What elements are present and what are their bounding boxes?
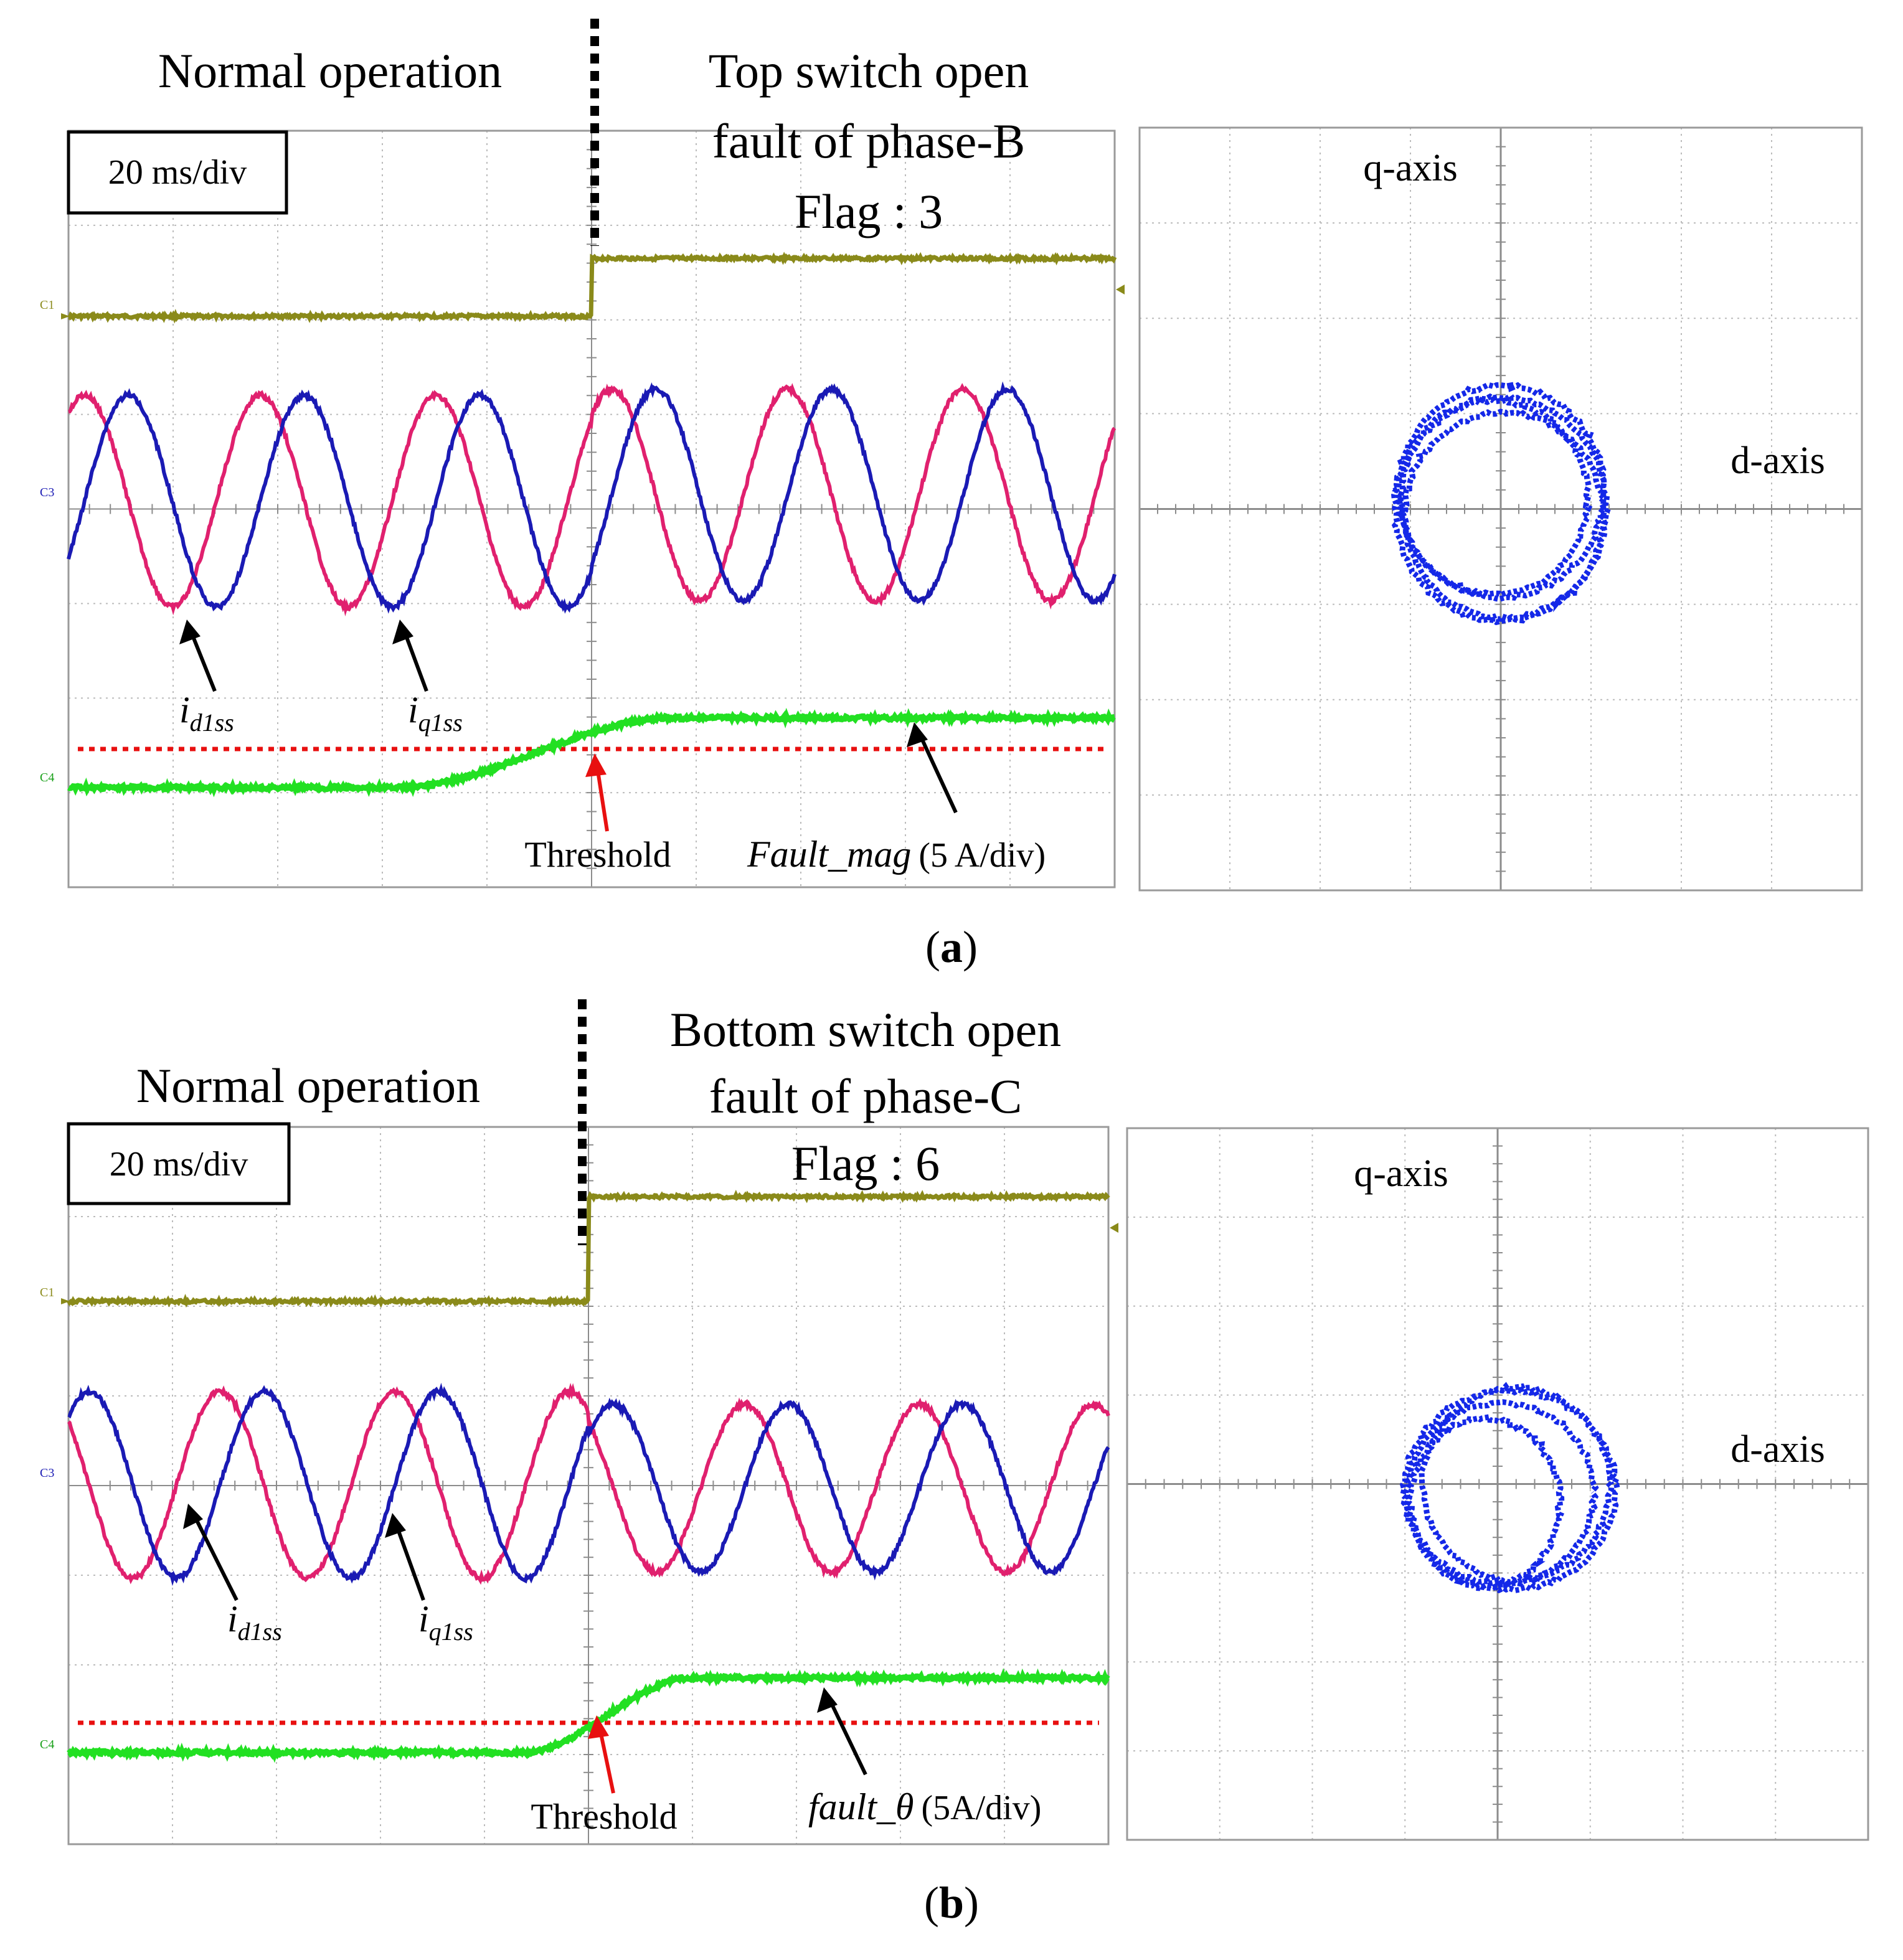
- panel-a: Normal operation Top switch open fault o…: [40, 19, 1863, 972]
- arrow-iq1ss: [392, 620, 428, 692]
- caption-b: (b): [924, 1878, 979, 1928]
- trace-iq1ss: [67, 381, 1117, 614]
- arrow-id1ss: [179, 620, 217, 692]
- xy-plot-b: [1126, 1127, 1869, 1841]
- panel-b: Normal operation Bottom switch open faul…: [40, 999, 1869, 1928]
- time-scale-label: 20 ms/div: [110, 1145, 248, 1184]
- c1-ground-marker: [61, 313, 70, 319]
- channel-label-c3: C3: [40, 1466, 54, 1480]
- fault-title-line-2: fault of phase-C: [709, 1069, 1022, 1123]
- fault-title-line-2: fault of phase-B: [712, 114, 1026, 168]
- xy-plot-a: [1138, 126, 1863, 892]
- xy-trajectory: [1399, 1382, 1621, 1594]
- fault-title-line-1: Bottom switch open: [670, 1002, 1061, 1057]
- arrow-iq1ss: [385, 1513, 425, 1601]
- channel-label-c4: C4: [40, 771, 54, 784]
- fault-signal-label: fault_θ (5A/div): [808, 1786, 1041, 1827]
- xy-ring-3: [1405, 1413, 1565, 1591]
- caption-a: (a): [925, 922, 978, 972]
- xy-frame: [1138, 126, 1863, 892]
- scope-traces: [67, 252, 1117, 798]
- arrow-id1ss: [183, 1504, 238, 1601]
- label-id1ss: id1ss: [227, 1598, 282, 1646]
- xy-d-axis-label: d-axis: [1731, 440, 1825, 482]
- xy-d-axis-label: d-axis: [1731, 1428, 1825, 1471]
- xy-grid: [1126, 1128, 1869, 1840]
- channel-label-c1: C1: [40, 1286, 54, 1299]
- xy-grid: [1139, 127, 1863, 891]
- arrow-fault-signal: [907, 722, 958, 814]
- arrow-fault-signal: [817, 1687, 867, 1776]
- trace-flag: [67, 252, 1117, 324]
- normal-operation-label: Normal operation: [136, 1058, 480, 1113]
- c1-ground-marker: [61, 1298, 70, 1304]
- xy-ring-2: [1402, 1399, 1599, 1588]
- fault-title-line-3: Flag : 6: [791, 1136, 940, 1190]
- scope-panel-a: [61, 130, 1125, 888]
- xy-q-axis-label: q-axis: [1363, 147, 1458, 189]
- time-scale-box: [67, 130, 288, 215]
- trace-fault-signal: [67, 707, 1116, 798]
- scope-frame: [67, 1126, 1110, 1845]
- xy-ring-4: [1391, 392, 1611, 626]
- label-id1ss: id1ss: [179, 689, 234, 737]
- trace-flag: [67, 1189, 1110, 1308]
- trigger-marker: [1116, 285, 1125, 294]
- label-iq1ss: iq1ss: [408, 689, 463, 737]
- threshold-label: Threshold: [531, 1796, 677, 1837]
- time-scale-label: 20 ms/div: [108, 153, 247, 192]
- xy-ring-2: [1397, 396, 1593, 598]
- scope-panel-b: [61, 1126, 1118, 1845]
- scope-traces: [67, 1189, 1110, 1763]
- normal-operation-label: Normal operation: [158, 44, 502, 98]
- xy-ring-4: [1419, 1382, 1615, 1585]
- xy-frame: [1126, 1127, 1869, 1841]
- channel-label-c3: C3: [40, 486, 54, 499]
- time-scale-box: [67, 1122, 291, 1205]
- label-iq1ss: iq1ss: [418, 1598, 473, 1646]
- trace-iq1ss: [67, 1382, 1110, 1586]
- fault-title-line-1: Top switch open: [709, 44, 1029, 98]
- trace-fault-signal: [67, 1668, 1110, 1763]
- trigger-marker: [1110, 1223, 1118, 1233]
- channel-label-c4: C4: [40, 1738, 54, 1751]
- fault-signal-label: Fault_mag (5 A/div): [747, 834, 1046, 875]
- threshold-label: Threshold: [524, 834, 671, 875]
- trace-id1ss: [68, 383, 1117, 617]
- channel-label-c1: C1: [40, 298, 54, 312]
- arrow-threshold: [588, 1715, 615, 1794]
- xy-trajectory: [1391, 382, 1611, 626]
- fault-title-line-3: Flag : 3: [795, 184, 943, 238]
- arrow-threshold: [585, 753, 609, 832]
- xy-q-axis-label: q-axis: [1354, 1152, 1448, 1195]
